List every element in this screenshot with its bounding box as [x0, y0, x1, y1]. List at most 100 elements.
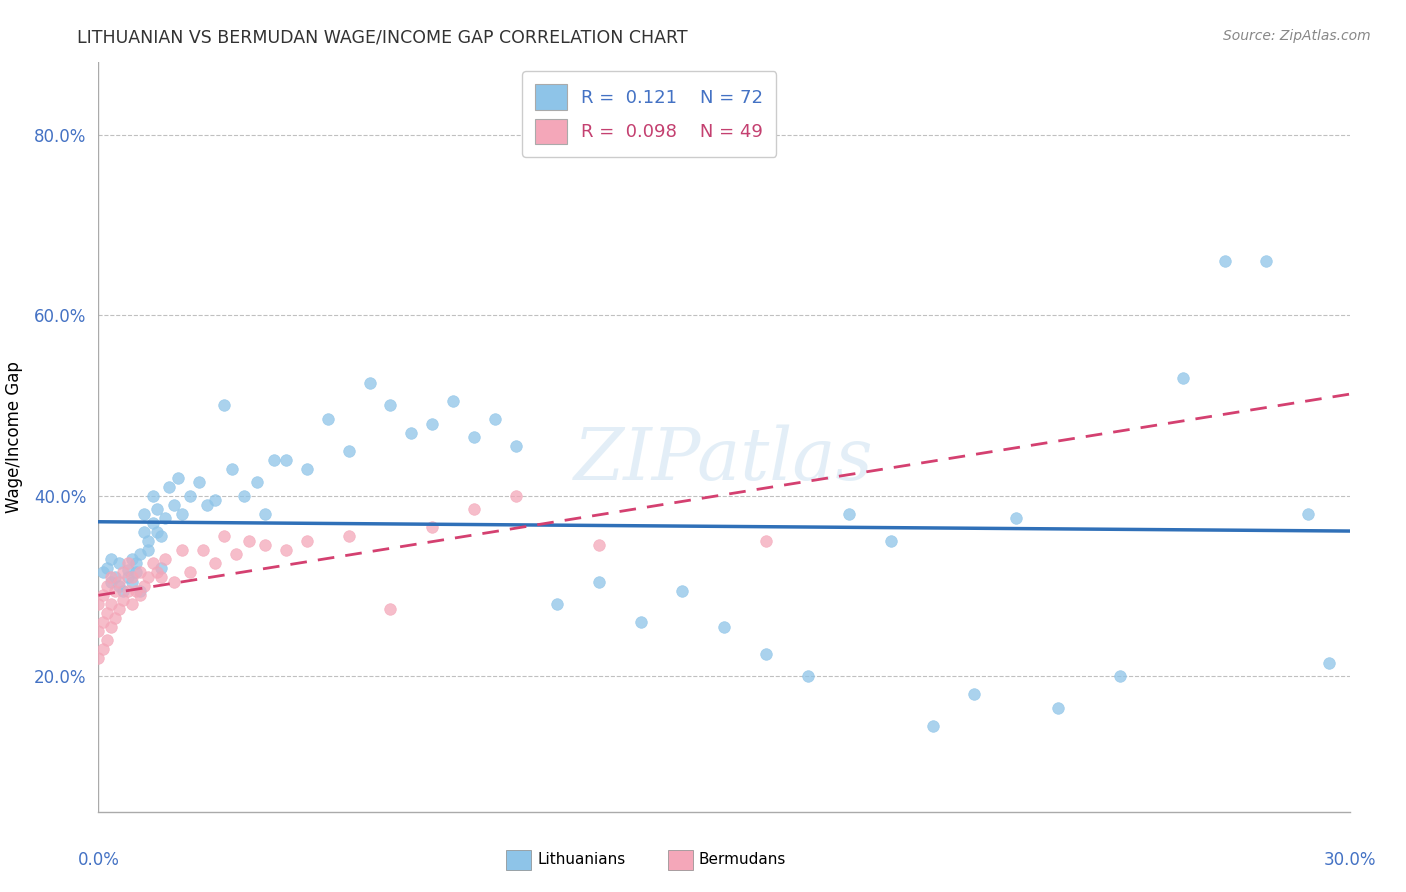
Point — [129, 566, 152, 580]
Point — [204, 557, 226, 571]
Point — [117, 583, 139, 598]
Point — [316, 412, 339, 426]
Point — [337, 443, 360, 458]
Point — [170, 507, 193, 521]
Point — [225, 548, 247, 562]
Point — [588, 574, 610, 589]
Point — [87, 624, 110, 639]
Point — [108, 579, 131, 593]
Point — [134, 579, 156, 593]
Point — [96, 633, 118, 648]
Point — [129, 588, 152, 602]
Point — [1317, 656, 1340, 670]
Point — [880, 533, 903, 548]
Point — [838, 507, 860, 521]
Point — [104, 610, 127, 624]
Point — [134, 507, 156, 521]
Point — [380, 399, 402, 413]
Point — [274, 452, 298, 467]
Point — [246, 475, 269, 490]
Point — [104, 583, 127, 598]
Point — [162, 498, 184, 512]
Point — [166, 471, 188, 485]
Point — [1171, 371, 1194, 385]
Point — [108, 574, 131, 589]
Point — [129, 548, 152, 562]
Point — [1213, 254, 1236, 268]
Point — [108, 557, 131, 571]
Y-axis label: Wage/Income Gap: Wage/Income Gap — [6, 361, 22, 513]
Point — [588, 538, 610, 552]
Point — [921, 719, 943, 733]
Point — [146, 502, 169, 516]
Point — [104, 570, 127, 584]
Point — [100, 574, 122, 589]
Point — [1109, 669, 1132, 683]
Point — [112, 583, 135, 598]
Point — [191, 543, 214, 558]
Point — [100, 620, 122, 634]
Point — [359, 376, 381, 390]
Point — [91, 615, 114, 629]
Point — [505, 489, 527, 503]
Point — [505, 439, 527, 453]
Point — [96, 579, 118, 593]
Point — [380, 601, 402, 615]
Point — [142, 557, 165, 571]
Point — [125, 583, 148, 598]
Point — [153, 552, 176, 566]
Text: 30.0%: 30.0% — [1323, 851, 1376, 869]
Point — [170, 543, 193, 558]
Point — [187, 475, 209, 490]
Point — [87, 651, 110, 665]
Point — [121, 574, 143, 589]
Point — [1005, 511, 1028, 525]
Point — [125, 557, 148, 571]
Point — [162, 574, 184, 589]
Point — [87, 597, 110, 611]
Point — [153, 511, 176, 525]
Text: Source: ZipAtlas.com: Source: ZipAtlas.com — [1223, 29, 1371, 43]
Text: Lithuanians: Lithuanians — [537, 853, 626, 867]
Point — [263, 452, 285, 467]
Point — [150, 561, 173, 575]
Point — [796, 669, 818, 683]
Point — [713, 620, 735, 634]
Point — [463, 430, 485, 444]
Point — [91, 642, 114, 657]
Point — [204, 493, 226, 508]
Point — [212, 399, 235, 413]
Legend: R =  0.121    N = 72, R =  0.098    N = 49: R = 0.121 N = 72, R = 0.098 N = 49 — [522, 71, 776, 157]
Point — [755, 647, 778, 661]
Point — [963, 687, 986, 701]
Point — [401, 425, 423, 440]
Point — [121, 552, 143, 566]
Point — [138, 533, 160, 548]
Point — [157, 480, 180, 494]
Point — [121, 570, 143, 584]
Point — [146, 524, 169, 539]
Text: Bermudans: Bermudans — [699, 853, 786, 867]
Point — [337, 529, 360, 543]
Point — [117, 570, 139, 584]
Point — [195, 498, 218, 512]
Point — [117, 563, 139, 577]
Point — [142, 489, 165, 503]
Point — [96, 606, 118, 620]
Point — [179, 566, 201, 580]
Point — [1046, 701, 1069, 715]
Point — [121, 597, 143, 611]
Text: 0.0%: 0.0% — [77, 851, 120, 869]
Point — [441, 394, 464, 409]
Point — [254, 538, 277, 552]
Point — [129, 583, 152, 598]
Point — [254, 507, 277, 521]
Point — [463, 502, 485, 516]
Point — [100, 597, 122, 611]
Point — [138, 543, 160, 558]
Point — [100, 570, 122, 584]
Point — [420, 417, 443, 431]
Point — [546, 597, 568, 611]
Text: ZIPatlas: ZIPatlas — [574, 425, 875, 495]
Point — [1256, 254, 1278, 268]
